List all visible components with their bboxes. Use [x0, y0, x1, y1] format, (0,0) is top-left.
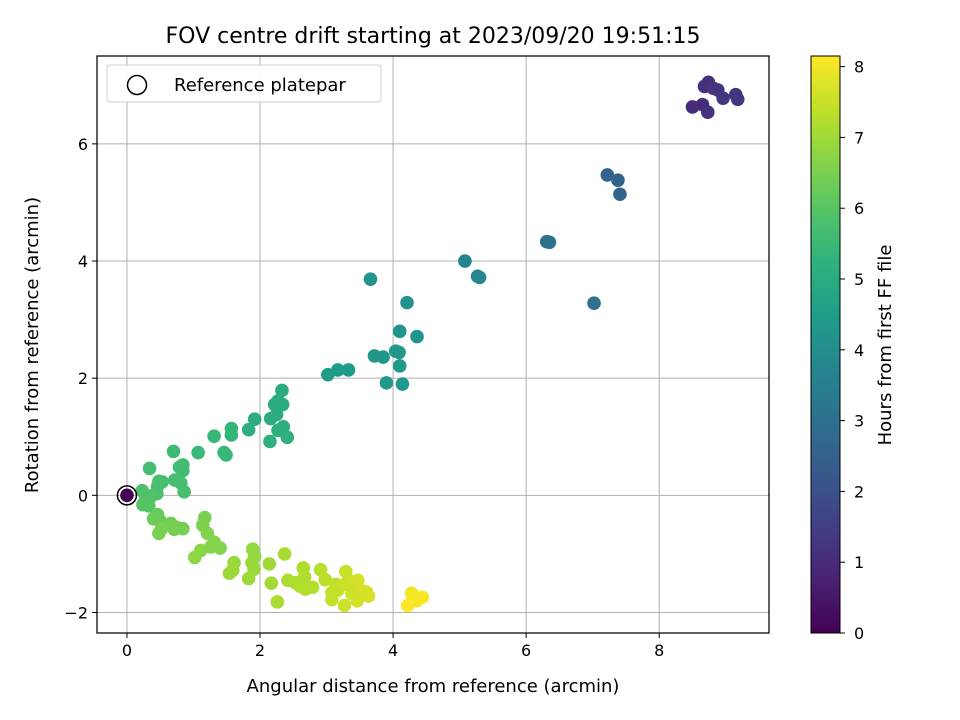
y-axis-ticks: −2 0 2 4 6 [64, 135, 97, 622]
data-point [247, 412, 262, 426]
colorbar-tick-label: 4 [854, 341, 864, 360]
data-point [587, 296, 601, 311]
reference-platepar-marker [116, 485, 138, 506]
colorbar-ticks: 0 1 2 3 4 5 6 7 8 [840, 58, 864, 643]
data-point [392, 359, 407, 373]
data-point [392, 345, 406, 360]
data-point [277, 547, 292, 561]
colorbar-tick-label: 6 [854, 199, 864, 218]
data-point [241, 422, 256, 437]
y-tick-label: 2 [78, 369, 88, 388]
colorbar-tick-label: 7 [854, 128, 864, 147]
legend-entry: Reference platepar [174, 75, 346, 96]
data-point [280, 430, 295, 445]
data-point [400, 598, 415, 613]
data-point [269, 407, 284, 422]
x-tick-label: 8 [654, 641, 664, 660]
data-point [270, 595, 285, 609]
data-point [275, 383, 289, 398]
data-point [191, 445, 205, 460]
data-point [472, 270, 487, 285]
colorbar-tick-label: 8 [854, 58, 864, 77]
data-point [224, 428, 239, 442]
data-point [264, 576, 279, 591]
colorbar-tick-label: 3 [854, 412, 864, 431]
data-point [154, 521, 169, 536]
colorbar-tick-label: 1 [854, 553, 864, 572]
data-point [415, 590, 430, 605]
y-tick-label: 4 [78, 252, 88, 271]
colorbar [810, 55, 841, 634]
data-point [392, 324, 407, 339]
y-tick-label: 6 [78, 135, 88, 154]
x-tick-label: 2 [255, 641, 265, 660]
data-point [613, 187, 627, 202]
data-point [350, 593, 364, 608]
x-axis-label: Angular distance from reference (arcmin) [247, 676, 620, 697]
data-point [120, 488, 134, 503]
data-point [400, 295, 414, 310]
chart-title: FOV centre drift starting at 2023/09/20 … [166, 24, 701, 49]
data-point [262, 557, 277, 571]
data-point [331, 363, 345, 377]
data-point [730, 92, 745, 107]
x-tick-label: 4 [388, 641, 398, 660]
data-point [241, 571, 256, 586]
data-point [305, 580, 320, 595]
y-axis-label: Rotation from reference (arcmin) [22, 197, 43, 493]
legend-marker-icon [126, 74, 148, 96]
data-point [700, 105, 715, 120]
data-point [213, 541, 227, 555]
data-point [166, 444, 181, 459]
x-tick-label: 0 [122, 641, 132, 660]
data-point [222, 566, 237, 581]
legend-box [106, 64, 382, 103]
data-point [337, 598, 352, 613]
data-points [116, 75, 745, 613]
data-point [542, 235, 557, 250]
data-point [219, 448, 233, 462]
data-point [275, 397, 290, 412]
data-point [363, 272, 378, 286]
data-point [167, 522, 181, 537]
data-point [458, 254, 472, 268]
data-point [177, 485, 191, 499]
data-point [318, 572, 333, 587]
y-tick-label: 0 [78, 486, 88, 505]
data-point [188, 550, 202, 565]
y-tick-label: −2 [64, 603, 88, 622]
colorbar-tick-label: 5 [854, 270, 864, 289]
data-point [376, 350, 390, 364]
data-point [142, 461, 157, 476]
x-axis-ticks: 0 2 4 6 8 [122, 633, 664, 660]
data-point [136, 497, 150, 512]
data-point [395, 377, 410, 391]
data-point [341, 363, 356, 377]
data-point [325, 592, 339, 607]
grid [97, 56, 769, 633]
data-point [410, 329, 424, 344]
data-point [716, 91, 730, 105]
data-point [263, 434, 277, 449]
colorbar-tick-label: 0 [854, 624, 864, 643]
colorbar-tick-label: 2 [854, 482, 864, 501]
plot-frame [96, 55, 770, 634]
x-tick-label: 6 [521, 641, 531, 660]
data-point [600, 168, 615, 182]
data-point [172, 460, 187, 475]
data-point [361, 589, 376, 603]
data-point [379, 376, 394, 390]
data-point [207, 429, 221, 443]
colorbar-label: Hours from first FF file [875, 245, 896, 446]
legend: Reference platepar [106, 64, 382, 103]
data-point [276, 420, 291, 434]
data-point [611, 173, 625, 187]
